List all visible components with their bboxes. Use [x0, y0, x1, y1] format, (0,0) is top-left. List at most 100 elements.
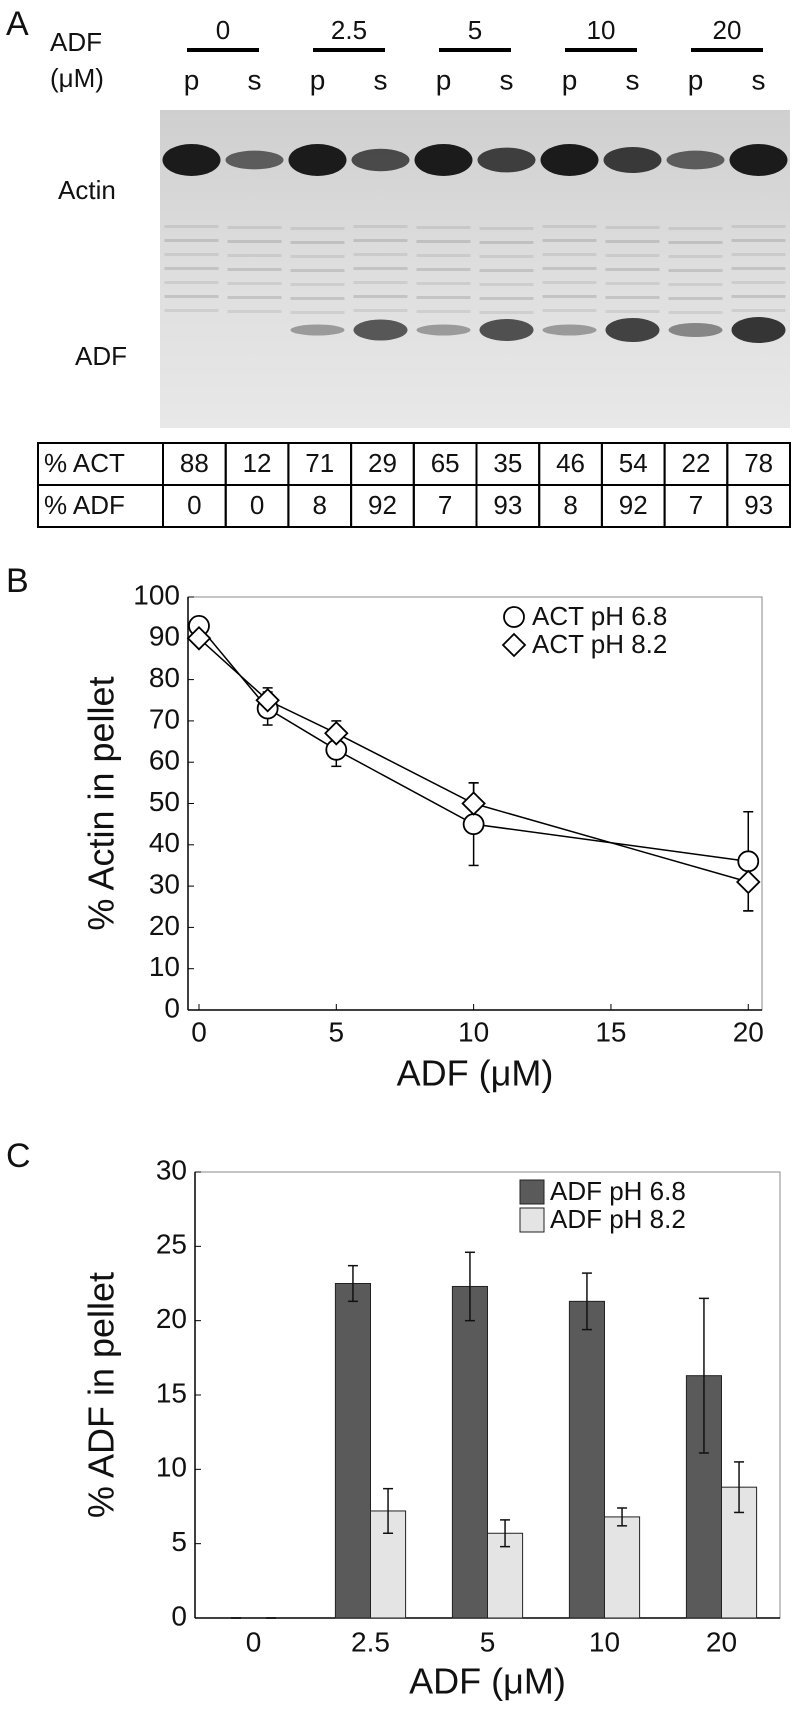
gel-band-minor — [479, 311, 534, 314]
gel-band-minor — [479, 269, 534, 272]
table-text: 65 — [431, 448, 460, 478]
y-tick-label: 10 — [149, 951, 180, 982]
y-tick-label: 40 — [149, 827, 180, 858]
table-text: 8 — [563, 490, 577, 520]
table-text: 92 — [368, 490, 397, 520]
gel-band-actin — [162, 144, 221, 176]
gel-band-minor — [605, 296, 660, 299]
table-text: 7 — [689, 490, 703, 520]
legend-label: ADF pH 8.2 — [550, 1204, 686, 1234]
gel-band-minor — [164, 239, 219, 242]
table-text: 46 — [556, 448, 585, 478]
gel-band-minor — [668, 227, 723, 230]
gel-band-minor — [731, 225, 786, 228]
legend-swatch — [519, 1207, 545, 1233]
gel-band-minor — [164, 225, 219, 228]
gel-band-minor — [227, 296, 282, 299]
gel-band-minor — [290, 227, 345, 230]
row-label: ADF — [50, 27, 102, 57]
fraction-label: p — [436, 64, 452, 95]
y-axis-title: % ADF in pellet — [81, 1272, 122, 1518]
table-text: 35 — [493, 448, 522, 478]
concentration-label: 10 — [587, 15, 616, 45]
marker — [461, 791, 486, 816]
fraction-label: s — [626, 64, 640, 95]
panel-label: A — [6, 5, 29, 43]
gel-band-adf — [605, 318, 660, 342]
table-text: 93 — [493, 490, 522, 520]
table-cell — [726, 484, 791, 528]
gel-band-minor — [668, 297, 723, 300]
gel-band-minor — [164, 309, 219, 312]
gel-band-minor — [668, 241, 723, 244]
gel-band-minor — [479, 255, 534, 258]
gel-band-actin — [288, 144, 347, 176]
gel-band-minor — [731, 309, 786, 312]
gel-band-minor — [668, 255, 723, 258]
gel-band-minor — [731, 295, 786, 298]
x-axis-title: ADF (μM) — [397, 1053, 554, 1094]
y-tick-label: 30 — [149, 868, 180, 899]
y-tick-label: 0 — [164, 992, 180, 1023]
gel-band-minor — [605, 282, 660, 285]
fraction-label: s — [374, 64, 388, 95]
gel-band-minor — [416, 282, 471, 285]
gel-band-minor — [605, 254, 660, 257]
gel-band-actin — [414, 144, 473, 176]
table-text: 92 — [619, 490, 648, 520]
legend-label: ADF pH 6.8 — [550, 1176, 686, 1206]
table-text: 12 — [243, 448, 272, 478]
gel-band-minor — [164, 253, 219, 256]
marker — [186, 626, 212, 651]
y-tick-label: 15 — [156, 1377, 187, 1408]
gel-band-minor — [479, 227, 534, 230]
gel-band-minor — [290, 241, 345, 244]
gel-band-minor — [542, 239, 597, 242]
gel-band-minor — [353, 281, 408, 284]
y-tick-label: 5 — [171, 1526, 187, 1557]
y-tick-label: 20 — [156, 1303, 187, 1334]
gel-band-minor — [731, 267, 786, 270]
x-tick-label: 5 — [329, 1016, 345, 1047]
gel-band-minor — [353, 309, 408, 312]
gel-band-minor — [353, 225, 408, 228]
gel-band-minor — [605, 240, 660, 243]
gel-band-actin — [666, 150, 725, 170]
table-text: % ACT — [44, 448, 125, 478]
legend-marker — [503, 606, 525, 628]
legend-label: ACT pH 6.8 — [532, 601, 667, 631]
y-tick-label: 10 — [156, 1452, 187, 1483]
table-text: 8 — [313, 490, 327, 520]
gel-band-minor — [290, 269, 345, 272]
bar — [604, 1516, 641, 1619]
gel-band-minor — [353, 253, 408, 256]
fraction-label: s — [248, 64, 262, 95]
fraction-label: s — [752, 64, 766, 95]
table-text: 0 — [187, 490, 201, 520]
table-text: 54 — [619, 448, 648, 478]
gel-band-minor — [731, 239, 786, 242]
gel-band-minor — [479, 297, 534, 300]
gel-band-minor — [353, 295, 408, 298]
gel-band-actin — [477, 147, 536, 173]
y-tick-label: 100 — [133, 579, 180, 610]
y-tick-label: 0 — [171, 1600, 187, 1631]
gel-band-adf — [290, 324, 345, 336]
fraction-label: s — [500, 64, 514, 95]
concentration-label: 20 — [713, 15, 742, 45]
x-axis-title: ADF (μM) — [409, 1661, 566, 1702]
gel-band-actin — [225, 150, 284, 170]
band-label: Actin — [58, 175, 116, 205]
gel-band-minor — [542, 281, 597, 284]
gel-band-minor — [227, 226, 282, 229]
gel-band-minor — [731, 253, 786, 256]
fraction-label: p — [184, 64, 200, 95]
y-tick-label: 20 — [149, 910, 180, 941]
fraction-label: p — [688, 64, 704, 95]
gel-band-minor — [290, 283, 345, 286]
gel-band-minor — [290, 311, 345, 314]
gel-band-minor — [416, 310, 471, 313]
gel-band-minor — [290, 297, 345, 300]
bar — [568, 1300, 606, 1619]
gel-band-minor — [731, 281, 786, 284]
